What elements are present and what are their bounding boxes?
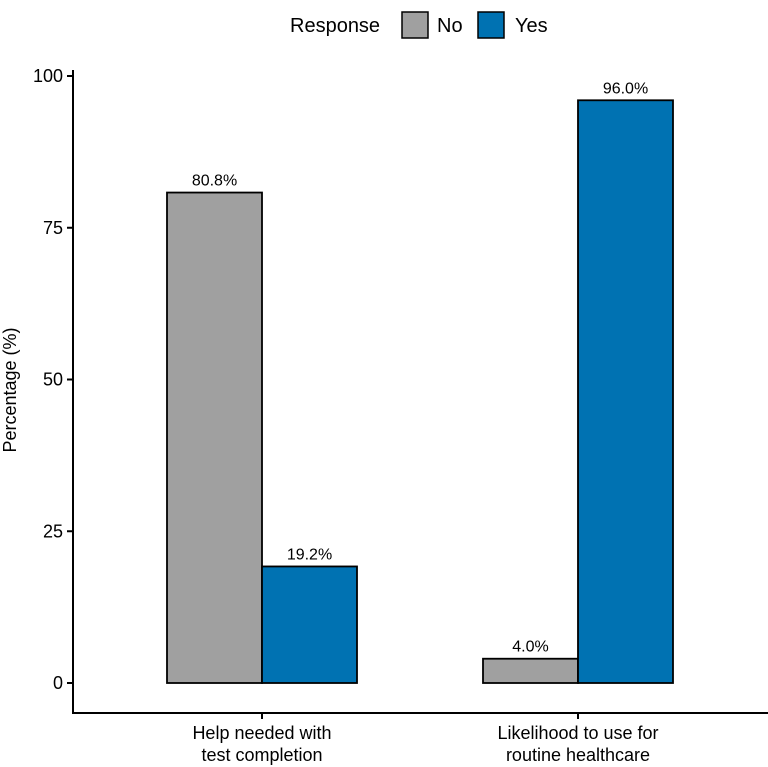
y-tick-label: 25: [43, 521, 63, 541]
y-tick-label: 0: [53, 673, 63, 693]
data-label: 4.0%: [512, 639, 548, 656]
y-tick-label: 100: [33, 66, 63, 86]
data-label: 19.2%: [287, 546, 332, 563]
data-label: 80.8%: [192, 173, 237, 190]
category-label: routine healthcare: [506, 745, 650, 765]
legend-title: Response: [290, 15, 380, 37]
y-ticks: 0 25 50 75 100: [33, 66, 73, 693]
category-label: Likelihood to use for: [497, 723, 658, 743]
bar-no: [482, 657, 579, 684]
y-tick-label: 75: [43, 218, 63, 238]
bar-yes: [261, 565, 358, 684]
legend-label-yes: Yes: [515, 15, 548, 37]
data-labels: 80.8% 19.2% 4.0% 96.0%: [192, 80, 648, 655]
y-axis-title: Percentage (%): [0, 327, 20, 452]
legend-label-no: No: [437, 15, 463, 37]
y-tick-label: 50: [43, 370, 63, 390]
category-label: Help needed with: [192, 723, 331, 743]
legend-swatch-yes: [477, 11, 505, 39]
legend-swatch-no: [401, 11, 429, 39]
data-label: 96.0%: [603, 80, 648, 97]
bars: [166, 99, 674, 684]
category-label: test completion: [201, 745, 322, 765]
bar-yes: [577, 99, 674, 684]
legend: Response No Yes: [290, 11, 548, 39]
bar-no: [166, 191, 263, 684]
